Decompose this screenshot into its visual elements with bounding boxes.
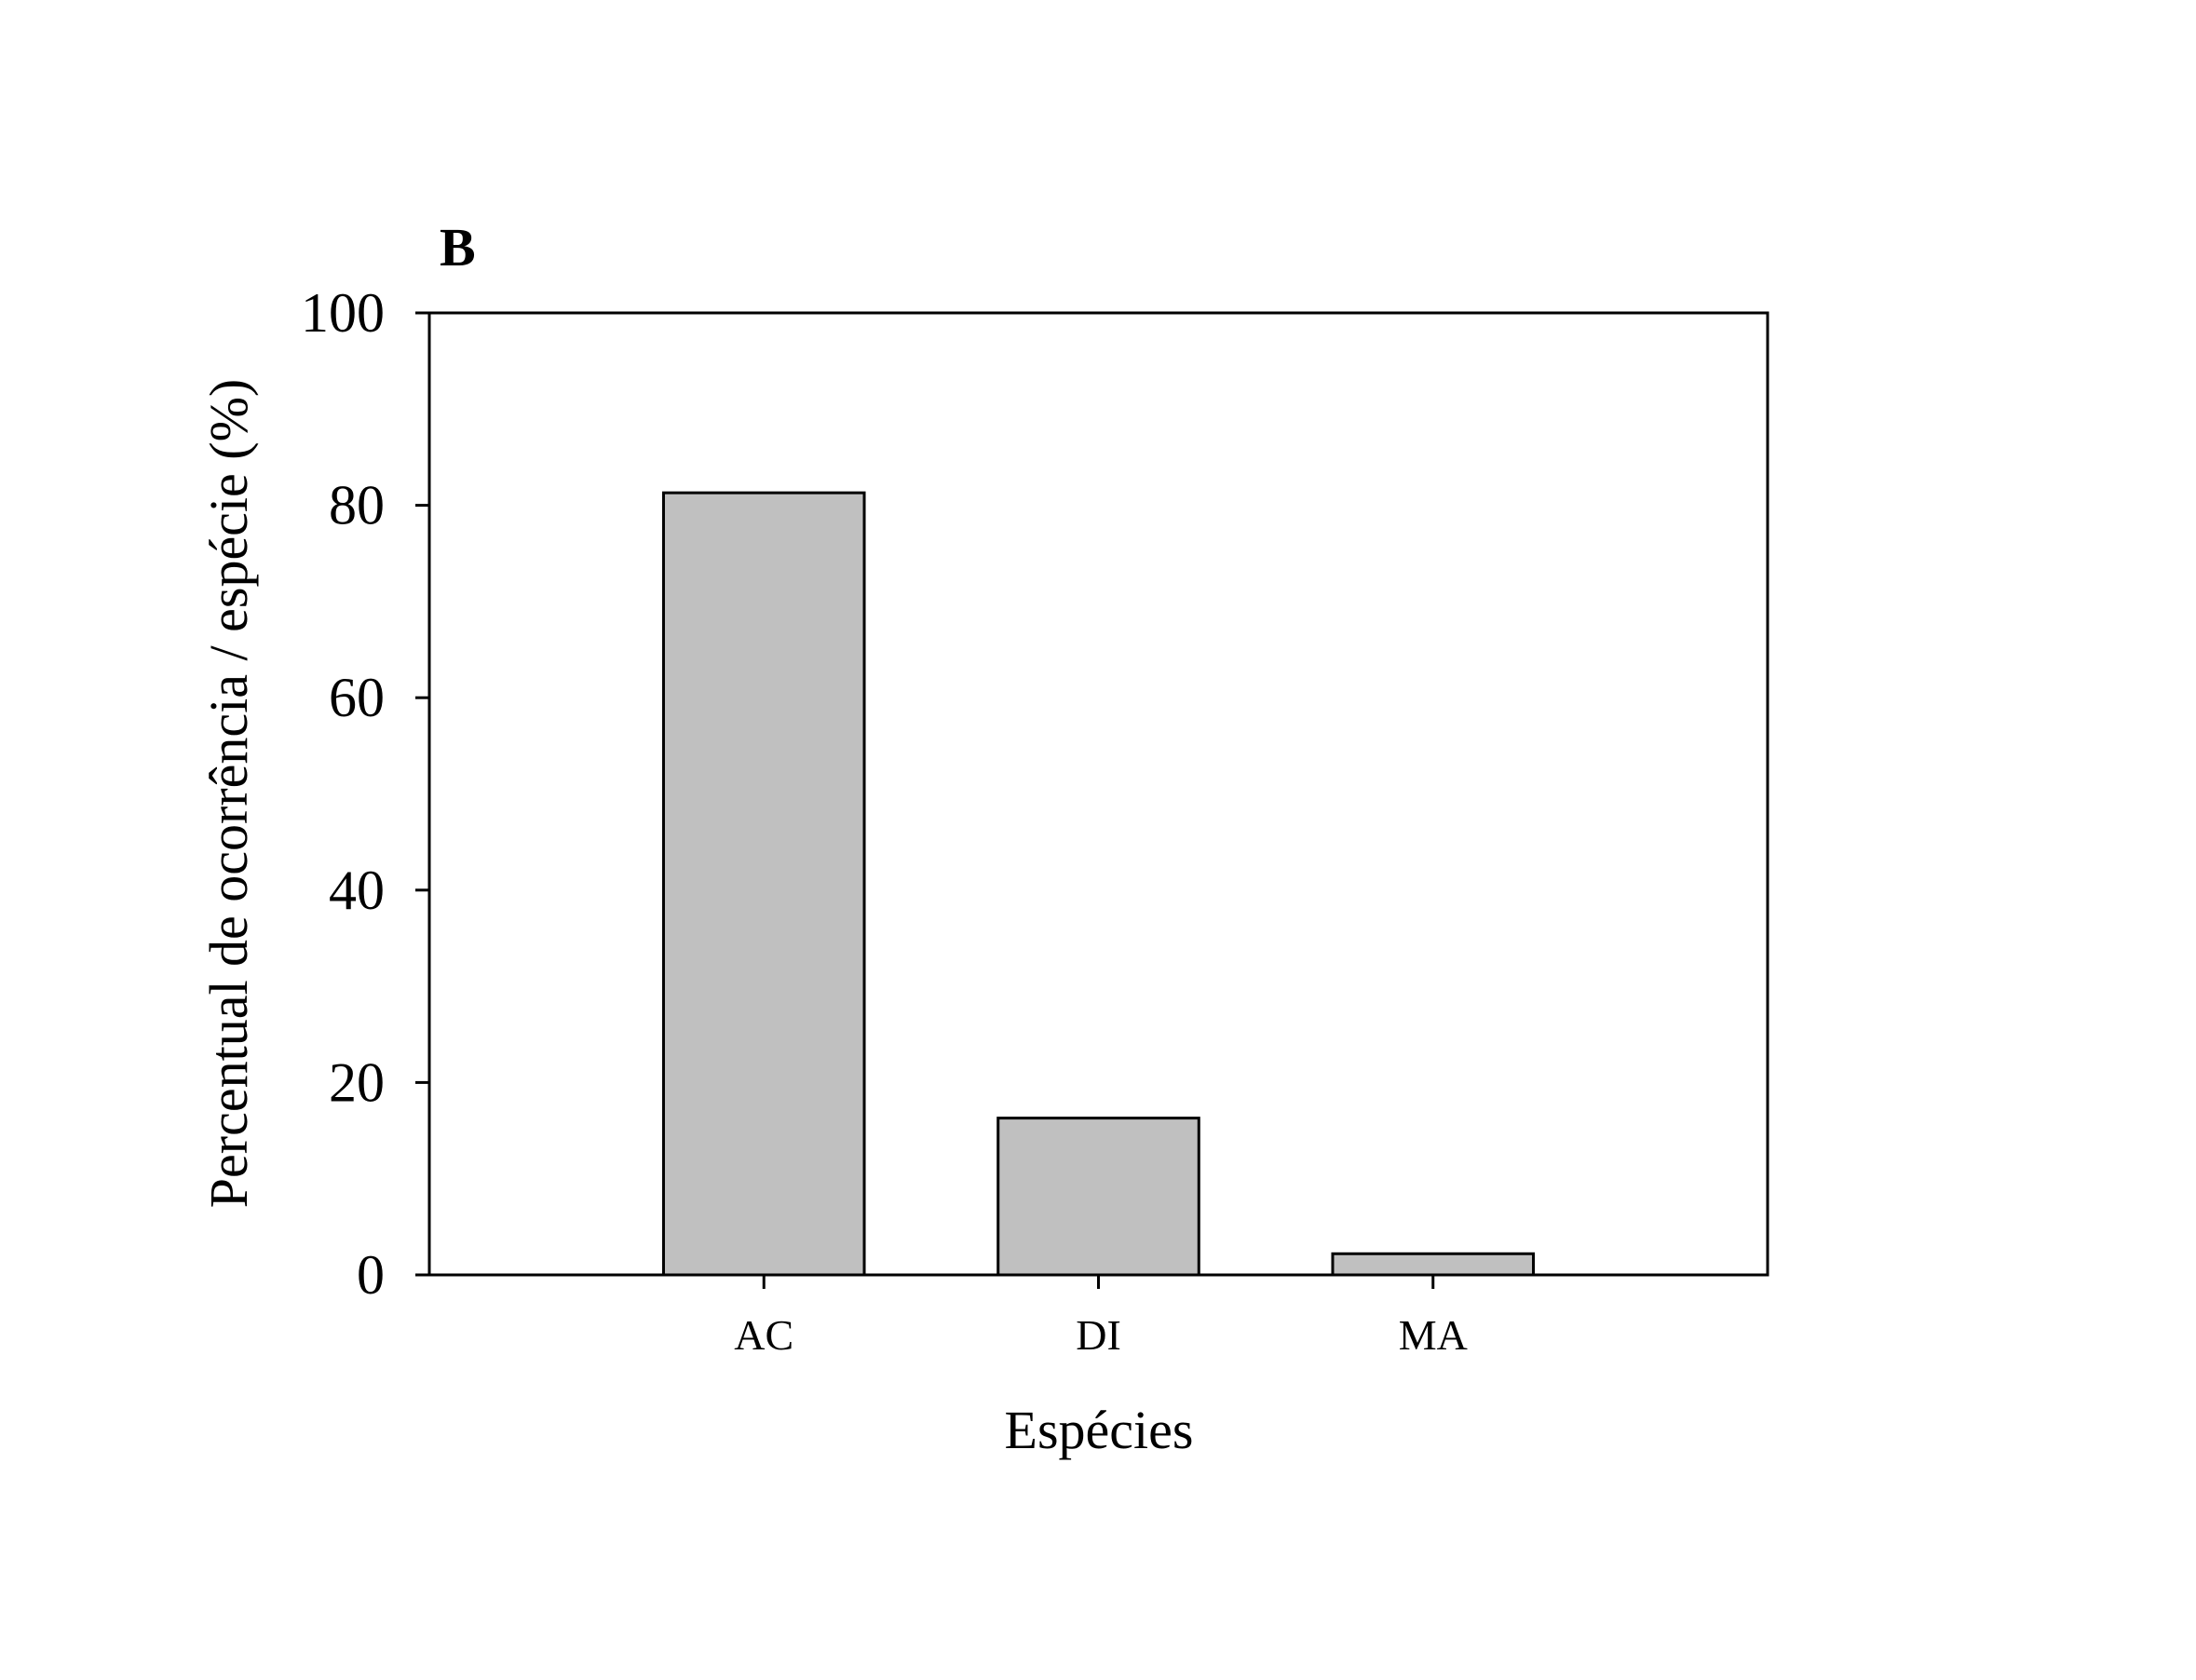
bar-ma (1331, 1252, 1536, 1277)
y-tick-label: 0 (357, 1244, 385, 1306)
x-tick-label: MA (1399, 1311, 1468, 1359)
bar-ac (661, 491, 866, 1277)
y-tick-label: 20 (329, 1051, 385, 1113)
bar-di (996, 1117, 1200, 1277)
y-axis-label: Percentual de ocorrência / espécie (%) (198, 379, 259, 1208)
panel-label: B (440, 217, 476, 278)
y-tick-label: 80 (329, 475, 385, 536)
x-tick-label: DI (1076, 1311, 1121, 1359)
x-axis-label: Espécies (1005, 1400, 1194, 1460)
y-tick-label: 60 (329, 667, 385, 728)
x-tick-label: AC (734, 1311, 793, 1359)
y-tick-label: 40 (329, 860, 385, 921)
y-tick-label: 100 (301, 282, 385, 344)
